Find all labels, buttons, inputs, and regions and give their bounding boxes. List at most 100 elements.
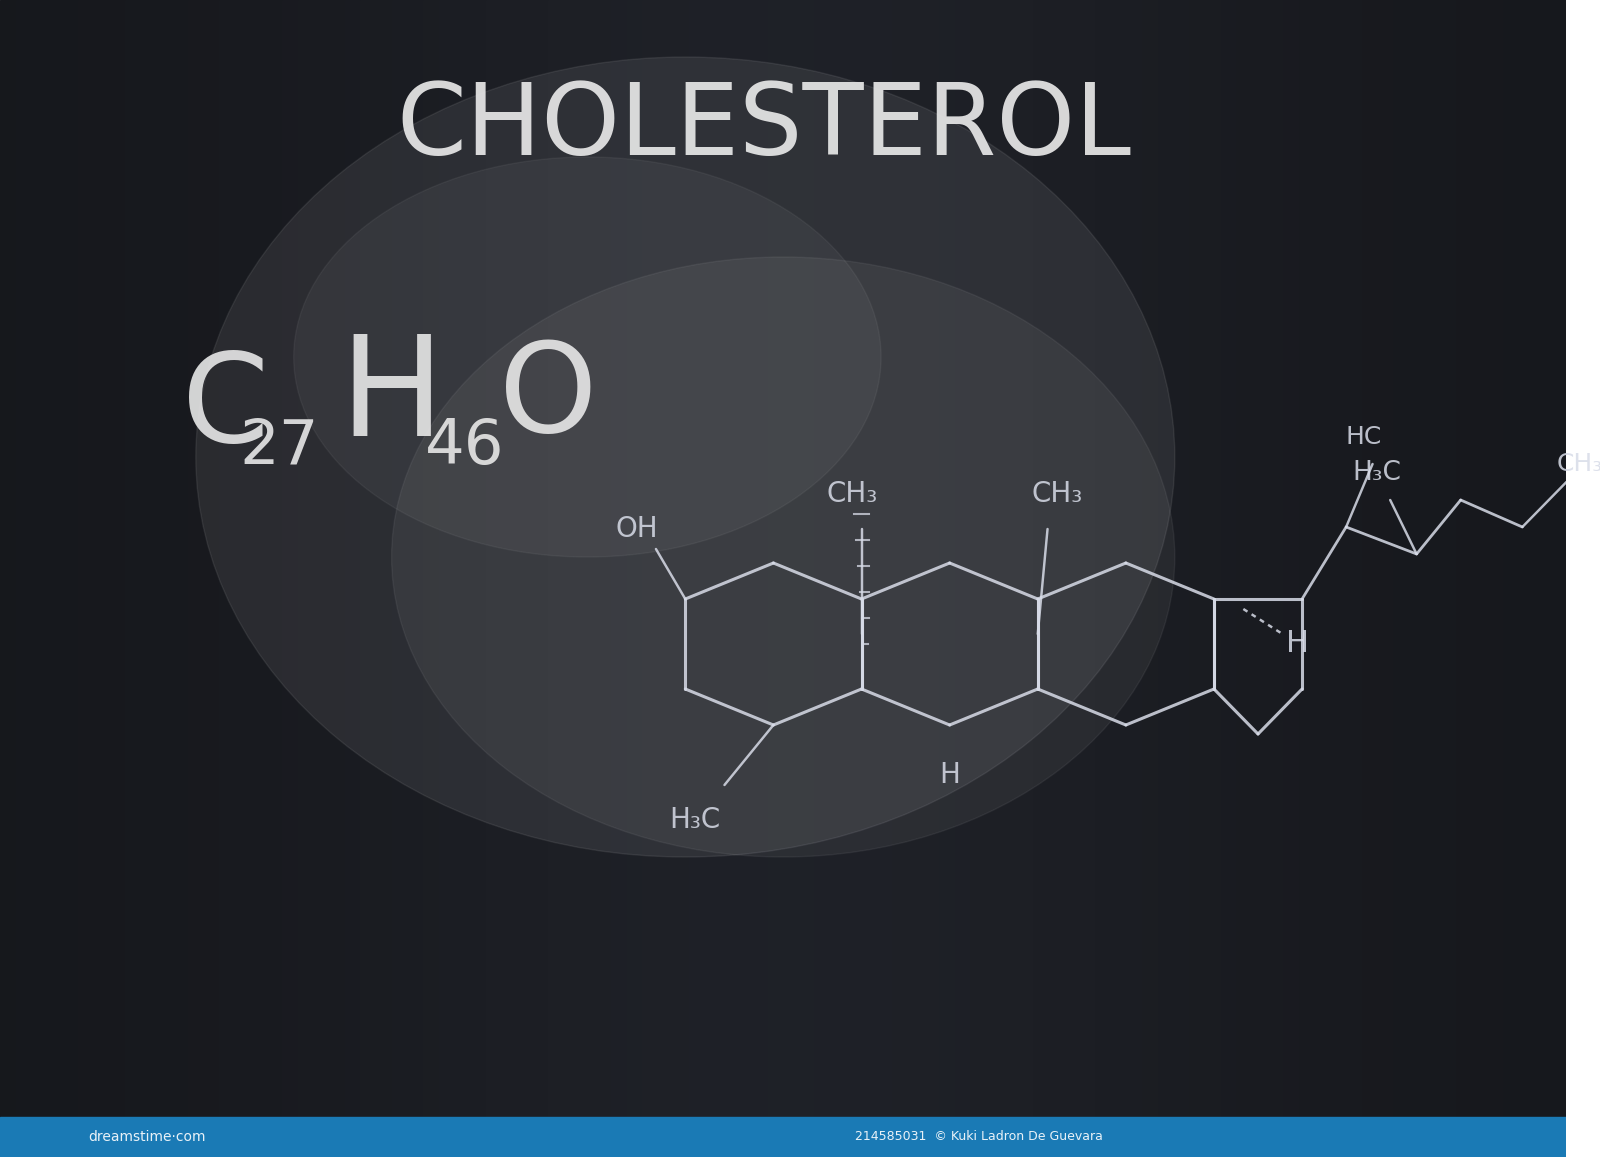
Bar: [1003, 0, 1019, 1157]
Bar: [46, 0, 64, 1157]
Bar: [266, 0, 283, 1157]
Bar: [533, 0, 549, 1157]
Bar: [1426, 0, 1442, 1157]
Text: CH₃: CH₃: [1557, 452, 1600, 476]
Text: H₃C: H₃C: [1352, 460, 1402, 486]
Bar: [830, 0, 846, 1157]
Bar: [549, 0, 565, 1157]
Bar: [94, 0, 110, 1157]
Bar: [955, 0, 973, 1157]
Bar: [987, 0, 1003, 1157]
Bar: [814, 0, 830, 1157]
Bar: [611, 0, 627, 1157]
Bar: [1301, 0, 1317, 1157]
Bar: [314, 0, 330, 1157]
Bar: [1018, 0, 1035, 1157]
Bar: [454, 0, 470, 1157]
Bar: [674, 0, 690, 1157]
Bar: [1520, 0, 1536, 1157]
Text: OH: OH: [614, 515, 658, 543]
Bar: [1237, 0, 1254, 1157]
Bar: [470, 0, 486, 1157]
Bar: [939, 0, 957, 1157]
Bar: [1550, 0, 1568, 1157]
Bar: [422, 0, 440, 1157]
Text: 214585031  © Kuki Ladron De Guevara: 214585031 © Kuki Ladron De Guevara: [659, 1135, 907, 1149]
Bar: [141, 0, 158, 1157]
Bar: [1285, 0, 1301, 1157]
Bar: [720, 0, 738, 1157]
Bar: [1363, 0, 1379, 1157]
Bar: [187, 0, 205, 1157]
Bar: [1128, 0, 1144, 1157]
Bar: [690, 0, 706, 1157]
Text: H₃C: H₃C: [669, 806, 720, 834]
Ellipse shape: [195, 57, 1174, 857]
Bar: [752, 0, 768, 1157]
Text: H: H: [339, 330, 443, 464]
Bar: [1066, 0, 1082, 1157]
Bar: [408, 0, 424, 1157]
Bar: [376, 0, 392, 1157]
Bar: [110, 0, 126, 1157]
Bar: [1050, 0, 1066, 1157]
Bar: [642, 0, 659, 1157]
Bar: [173, 0, 189, 1157]
Text: HC: HC: [1346, 425, 1382, 449]
Bar: [1082, 0, 1098, 1157]
Bar: [1315, 0, 1333, 1157]
Bar: [1096, 0, 1114, 1157]
Bar: [282, 0, 299, 1157]
Bar: [1394, 0, 1411, 1157]
Text: C: C: [181, 346, 269, 467]
Text: dreamstime·com: dreamstime·com: [88, 1130, 206, 1144]
Bar: [768, 0, 784, 1157]
Bar: [1174, 0, 1192, 1157]
Bar: [595, 0, 611, 1157]
Bar: [32, 0, 48, 1157]
Ellipse shape: [294, 157, 882, 557]
Bar: [798, 0, 816, 1157]
Bar: [846, 0, 862, 1157]
Bar: [1488, 0, 1504, 1157]
Bar: [1112, 0, 1128, 1157]
Bar: [1379, 0, 1395, 1157]
Text: O: O: [499, 337, 597, 457]
Bar: [517, 0, 533, 1157]
Text: 214585031  © Kuki Ladron De Guevara: 214585031 © Kuki Ladron De Guevara: [854, 1130, 1102, 1143]
Bar: [1190, 0, 1206, 1157]
Bar: [925, 0, 941, 1157]
Bar: [1206, 0, 1222, 1157]
Bar: [235, 0, 251, 1157]
Bar: [1158, 0, 1176, 1157]
Bar: [971, 0, 987, 1157]
Bar: [1347, 0, 1363, 1157]
Bar: [1534, 0, 1552, 1157]
Bar: [298, 0, 314, 1157]
Bar: [0, 0, 16, 1157]
Bar: [861, 0, 878, 1157]
Bar: [1222, 0, 1238, 1157]
Bar: [877, 0, 894, 1157]
Bar: [1331, 0, 1349, 1157]
Bar: [1456, 0, 1474, 1157]
Bar: [78, 0, 94, 1157]
Bar: [501, 0, 518, 1157]
Bar: [485, 0, 502, 1157]
Bar: [125, 0, 142, 1157]
Bar: [627, 0, 643, 1157]
Text: 46: 46: [426, 417, 504, 477]
Bar: [1253, 0, 1270, 1157]
Bar: [736, 0, 754, 1157]
Bar: [392, 0, 408, 1157]
Bar: [1034, 0, 1051, 1157]
Bar: [0, 1117, 1566, 1157]
Bar: [330, 0, 346, 1157]
Bar: [1472, 0, 1490, 1157]
Bar: [438, 0, 456, 1157]
Bar: [658, 0, 675, 1157]
Bar: [16, 0, 32, 1157]
Text: CH₃: CH₃: [826, 480, 877, 508]
Bar: [219, 0, 235, 1157]
Bar: [1442, 0, 1458, 1157]
